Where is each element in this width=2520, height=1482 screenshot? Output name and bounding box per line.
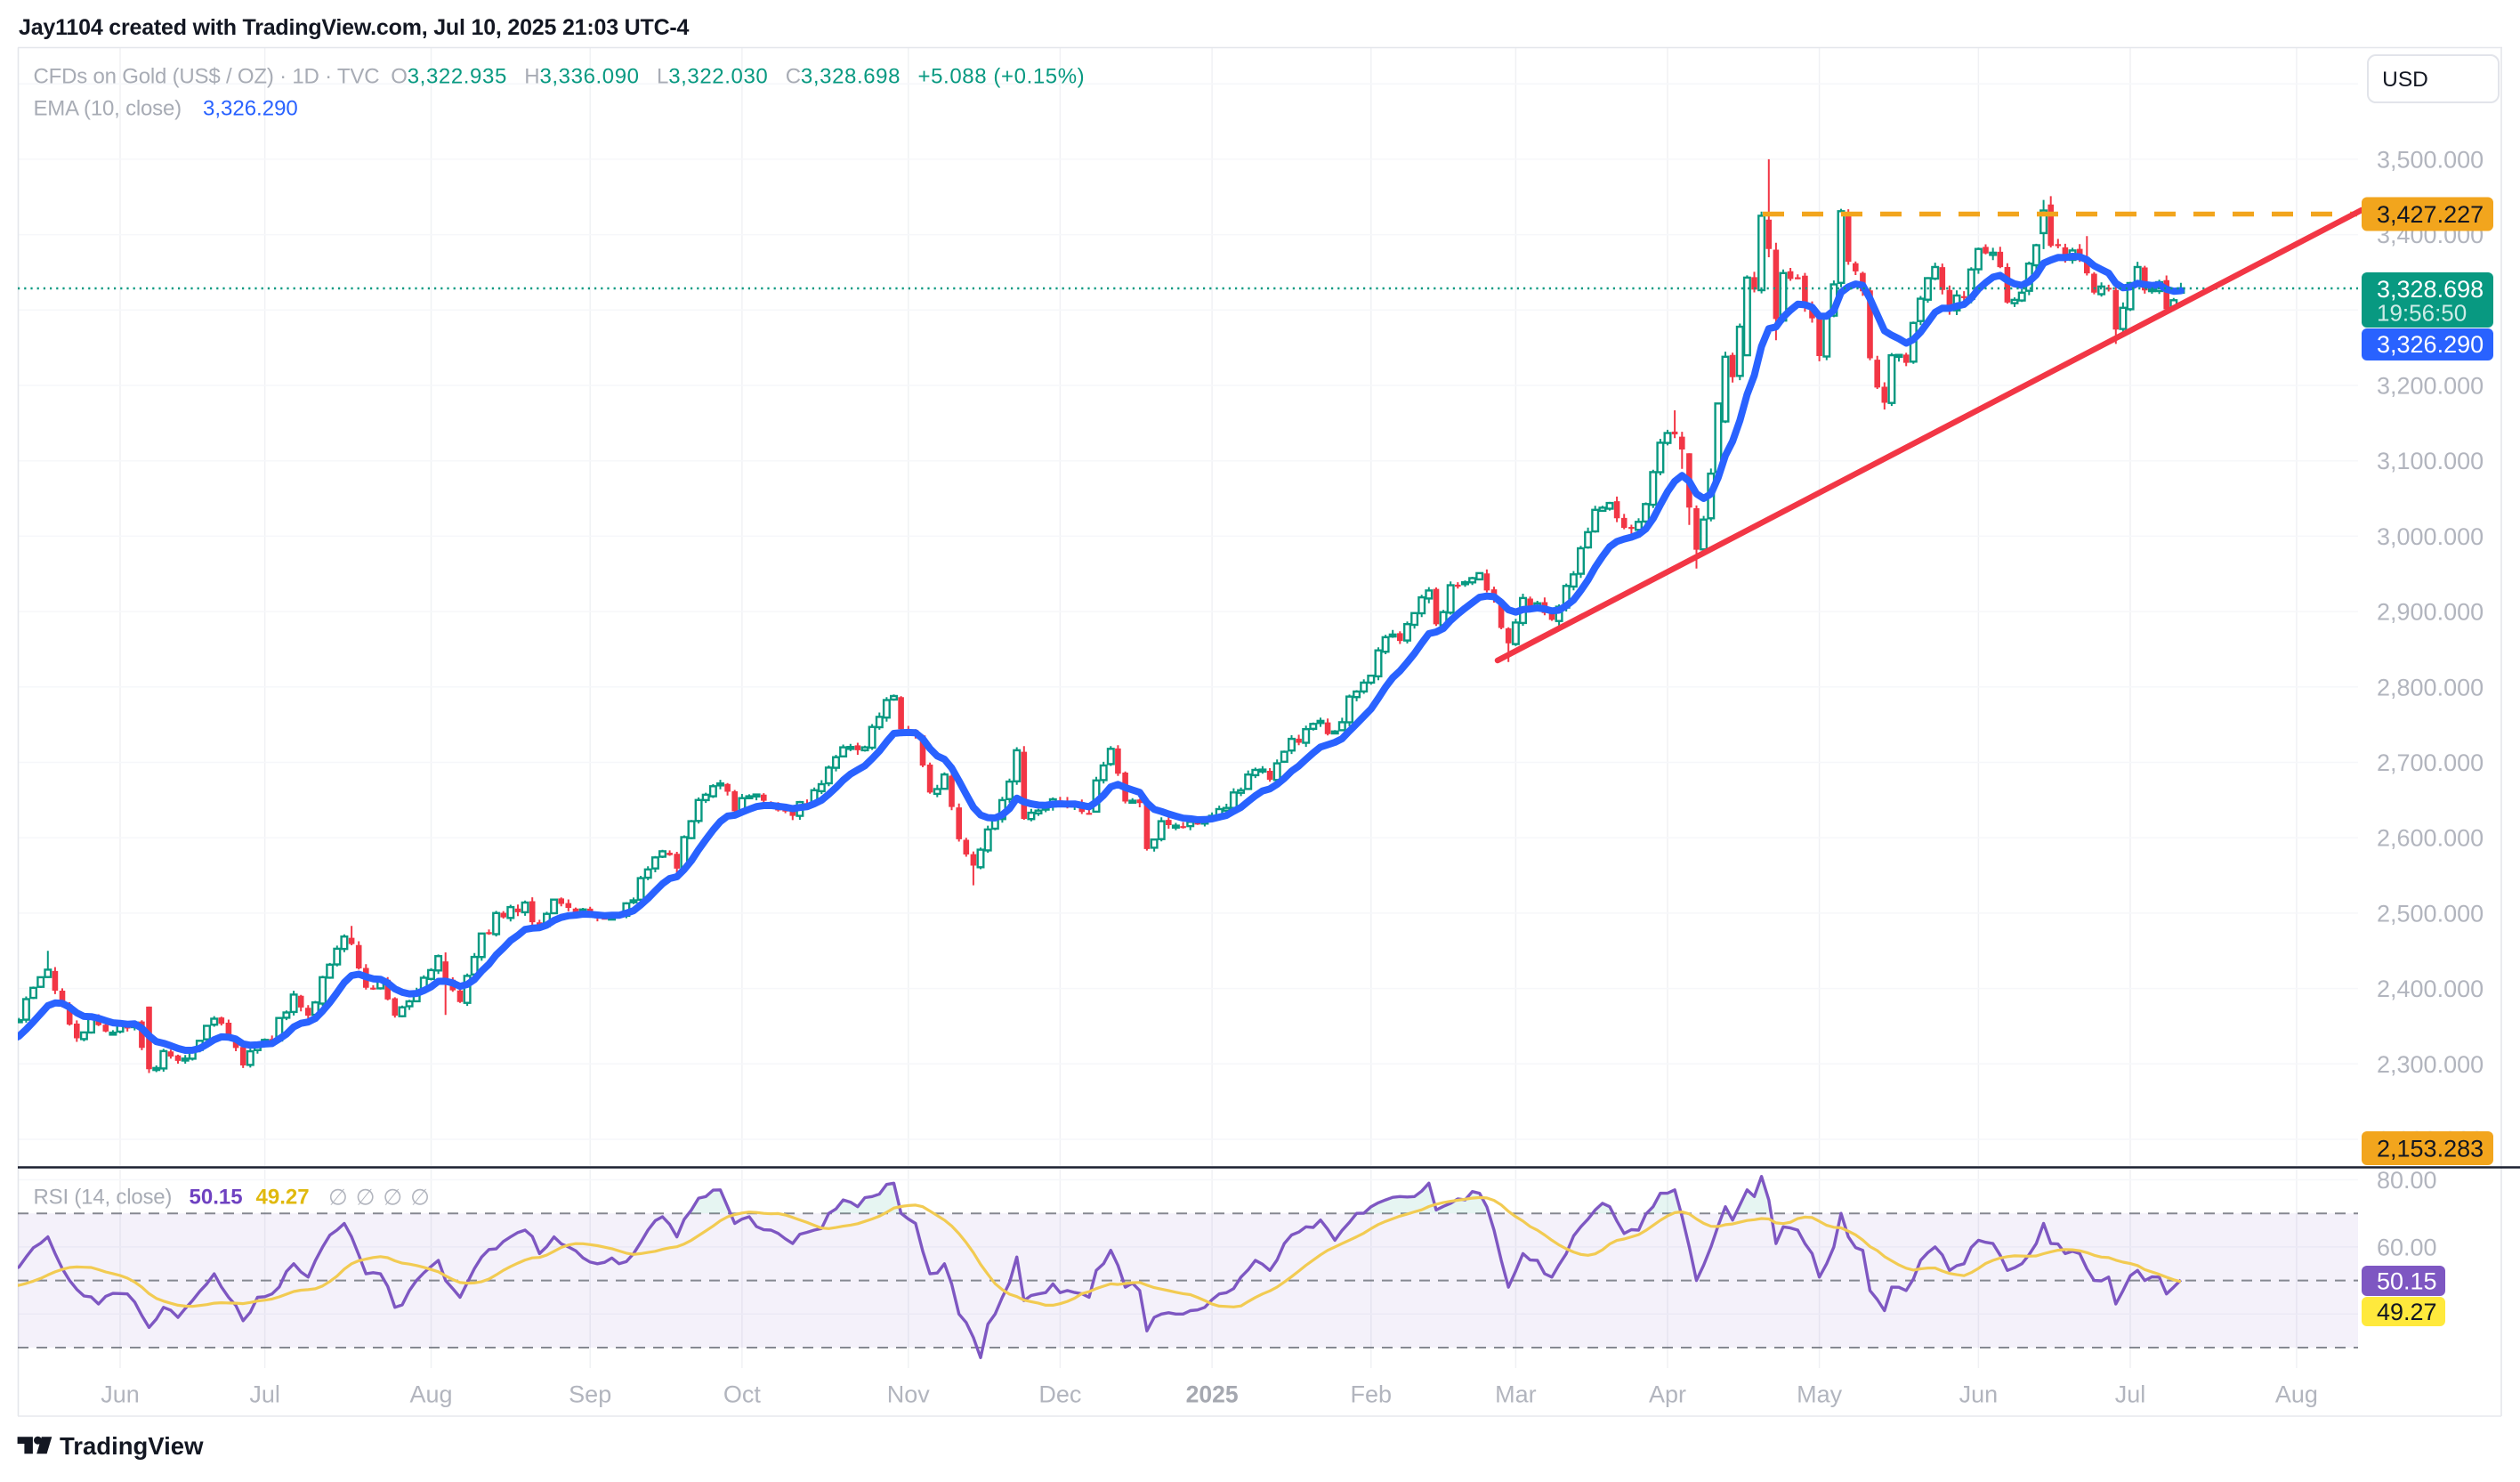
svg-text:49.27: 49.27 [256, 1186, 310, 1210]
svg-text:Aug: Aug [409, 1381, 452, 1408]
svg-text:EMA (10, close): EMA (10, close) [34, 97, 182, 121]
svg-text:∅: ∅ [356, 1186, 376, 1211]
svg-text:3,328.698: 3,328.698 [2377, 276, 2484, 303]
svg-text:19:56:50: 19:56:50 [2377, 300, 2467, 327]
svg-text:Jun: Jun [101, 1381, 140, 1408]
svg-text:Sep: Sep [569, 1381, 611, 1408]
svg-text:2,153.283: 2,153.283 [2377, 1136, 2484, 1162]
svg-text:Dec: Dec [1038, 1381, 1081, 1408]
svg-text:50.15: 50.15 [2377, 1268, 2437, 1295]
svg-text:Mar: Mar [1495, 1381, 1537, 1408]
svg-text:Jul: Jul [2115, 1381, 2146, 1408]
svg-text:3,200.000: 3,200.000 [2377, 373, 2484, 400]
svg-text:2025: 2025 [1186, 1381, 1239, 1408]
svg-text:50.15: 50.15 [190, 1186, 243, 1210]
svg-text:Feb: Feb [1351, 1381, 1393, 1408]
svg-text:3,000.000: 3,000.000 [2377, 523, 2484, 550]
svg-text:2,500.000: 2,500.000 [2377, 900, 2484, 927]
svg-text:3,427.227: 3,427.227 [2377, 201, 2484, 228]
svg-text:2,700.000: 2,700.000 [2377, 749, 2484, 776]
svg-text:Jay1104 created with TradingVi: Jay1104 created with TradingView.com, Ju… [19, 15, 690, 40]
svg-text:May: May [1797, 1381, 1843, 1408]
svg-text:Nov: Nov [887, 1381, 931, 1408]
svg-text:RSI (14, close): RSI (14, close) [34, 1186, 173, 1210]
svg-text:CFDs on Gold (US$ / OZ) · 1D ·: CFDs on Gold (US$ / OZ) · 1D · TVC O3,32… [34, 65, 1086, 89]
svg-text:60.00: 60.00 [2377, 1234, 2437, 1260]
svg-text:2,300.000: 2,300.000 [2377, 1051, 2484, 1078]
svg-text:Jun: Jun [1959, 1381, 1999, 1408]
svg-text:2,800.000: 2,800.000 [2377, 674, 2484, 701]
svg-text:TradingView: TradingView [60, 1432, 204, 1460]
svg-text:Oct: Oct [723, 1381, 762, 1408]
svg-text:2,400.000: 2,400.000 [2377, 976, 2484, 1002]
svg-text:3,326.290: 3,326.290 [2377, 331, 2484, 358]
svg-text:3,326.290: 3,326.290 [203, 97, 298, 121]
svg-text:USD: USD [2382, 68, 2428, 92]
svg-text:∅: ∅ [410, 1186, 430, 1211]
svg-text:3,500.000: 3,500.000 [2377, 146, 2484, 173]
svg-text:Apr: Apr [1649, 1381, 1686, 1408]
svg-text:Aug: Aug [2275, 1381, 2318, 1408]
svg-text:2,900.000: 2,900.000 [2377, 599, 2484, 626]
svg-text:80.00: 80.00 [2377, 1167, 2437, 1194]
svg-text:2,600.000: 2,600.000 [2377, 825, 2484, 852]
svg-text:∅: ∅ [328, 1186, 348, 1211]
svg-text:Jul: Jul [249, 1381, 280, 1408]
svg-text:∅: ∅ [383, 1186, 402, 1211]
svg-text:3,100.000: 3,100.000 [2377, 448, 2484, 474]
svg-text:49.27: 49.27 [2377, 1299, 2437, 1325]
